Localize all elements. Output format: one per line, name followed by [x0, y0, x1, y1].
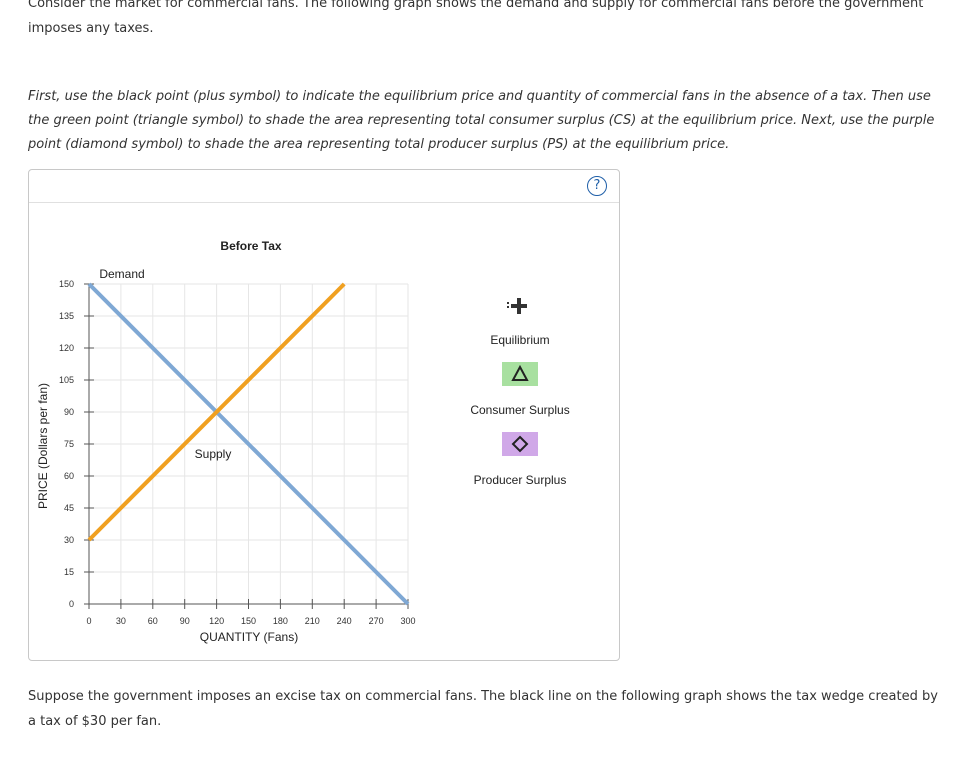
y-tick-label: 60: [64, 471, 74, 481]
x-tick-label: 300: [400, 616, 415, 626]
supply-curve: [87, 282, 346, 542]
panel-toolbar: ?: [29, 170, 619, 203]
consumer-surplus-label: Consumer Surplus: [470, 403, 569, 417]
y-tick-label: 105: [59, 375, 74, 385]
y-tick-label: 45: [64, 503, 74, 513]
plus-icon[interactable]: [507, 298, 527, 314]
y-tick-label: 150: [59, 279, 74, 289]
x-tick-label: 90: [180, 616, 190, 626]
x-tick-label: 210: [305, 616, 320, 626]
diamond-icon[interactable]: [511, 435, 529, 453]
y-tick-label: 30: [64, 535, 74, 545]
chart-series: [87, 282, 410, 606]
producer-surplus-tool[interactable]: Producer Surplus: [474, 432, 567, 487]
producer-surplus-label: Producer Surplus: [474, 473, 567, 487]
y-tick-label: 15: [64, 567, 74, 577]
outro-text: Suppose the government imposes an excise…: [28, 689, 938, 729]
intro-text: Consider the market for commercial fans.…: [28, 0, 924, 36]
chart-title: Before Tax: [220, 239, 281, 253]
x-tick-label: 0: [86, 616, 91, 626]
y-tick-label: 120: [59, 343, 74, 353]
x-axis-label: QUANTITY (Fans): [200, 630, 298, 644]
y-tick-label: 90: [64, 407, 74, 417]
equilibrium-tool[interactable]: Equilibrium: [490, 298, 550, 347]
x-tick-label: 150: [241, 616, 256, 626]
x-tick-label: 120: [209, 616, 224, 626]
graph-panel: ?: [28, 169, 620, 661]
help-icon[interactable]: ?: [587, 176, 607, 196]
x-tick-label: 60: [148, 616, 158, 626]
y-tick-label: 75: [64, 439, 74, 449]
chart-grid: [89, 283, 409, 604]
consumer-surplus-tool[interactable]: Consumer Surplus: [470, 362, 570, 417]
instructions-text: First, use the black point (plus symbol)…: [28, 89, 935, 152]
x-tick-label: 30: [116, 616, 126, 626]
demand-label: Demand: [99, 267, 144, 281]
chart-axes: 0 15 30 45 60 75 90 105 120 135 150 0 30 60 90 120 150 18…: [59, 279, 416, 626]
triangle-icon[interactable]: [511, 364, 529, 381]
y-tick-label: 0: [69, 599, 74, 609]
y-axis-label: PRICE (Dollars per fan): [36, 383, 50, 509]
x-tick-label: 270: [369, 616, 384, 626]
supply-label: Supply: [195, 447, 232, 461]
demand-curve: [87, 282, 410, 606]
x-tick-label: 240: [337, 616, 352, 626]
y-tick-label: 135: [59, 311, 74, 321]
equilibrium-label: Equilibrium: [490, 333, 549, 347]
x-tick-label: 180: [273, 616, 288, 626]
